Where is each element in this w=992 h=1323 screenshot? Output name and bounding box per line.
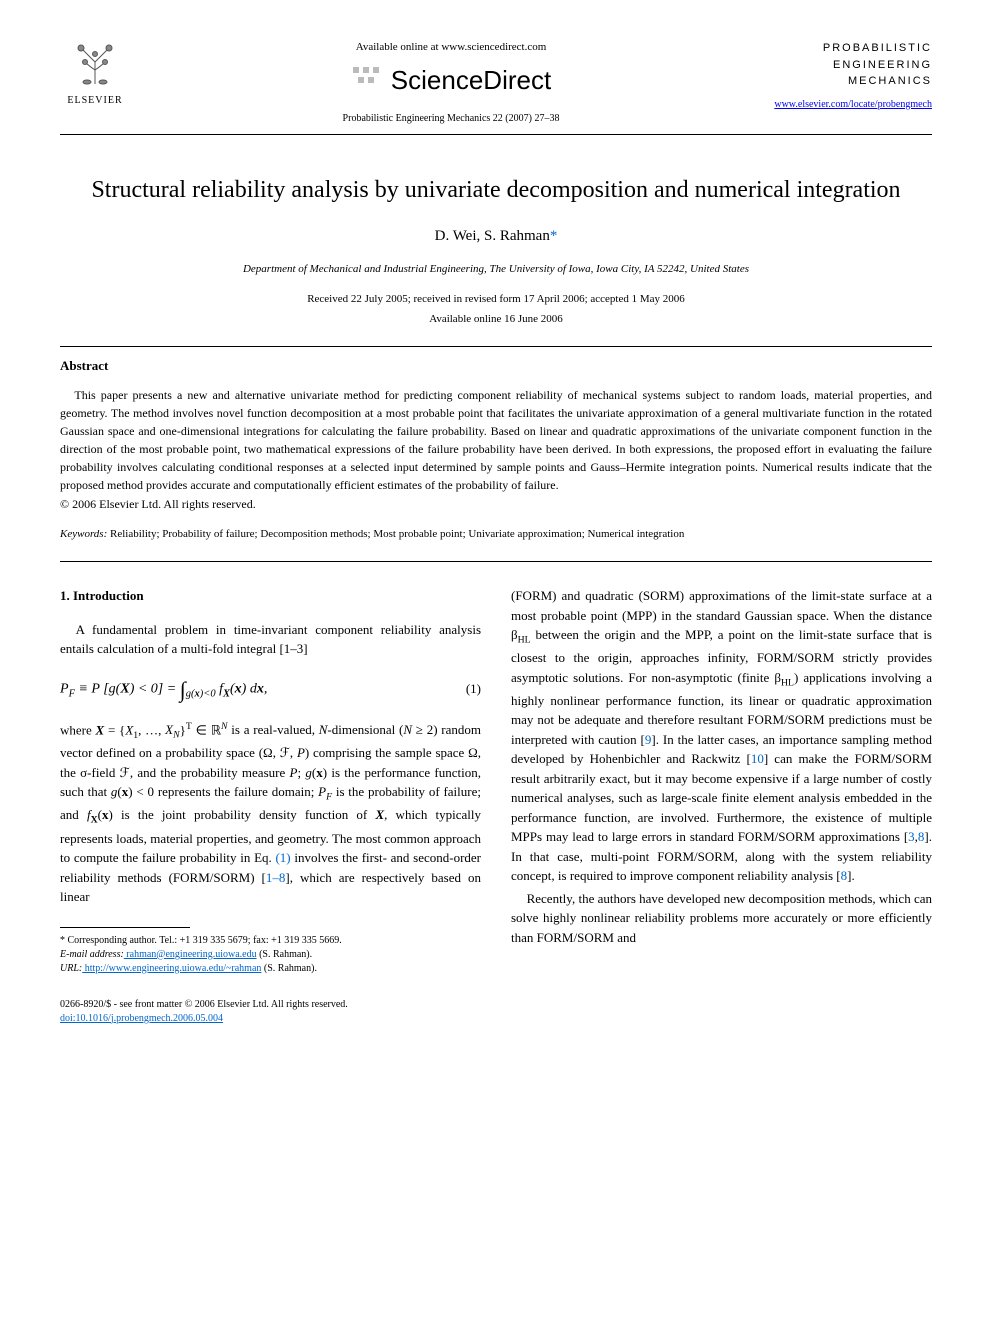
footnote-corresponding: * Corresponding author. Tel.: +1 319 335…: [60, 934, 481, 948]
body-columns: 1. Introduction A fundamental problem in…: [60, 586, 932, 975]
citation-link[interactable]: 8: [918, 829, 925, 844]
intro-paragraph: where X = {X1, …, XN}T ∈ ℝN is a real-va…: [60, 720, 481, 907]
footnote-email: E-mail address: rahman@engineering.uiowa…: [60, 948, 481, 962]
sciencedirect-brand: ScienceDirect: [130, 62, 772, 100]
article-online-date: Available online 16 June 2006: [60, 312, 932, 328]
affiliation: Department of Mechanical and Industrial …: [60, 262, 932, 278]
citation-link[interactable]: 9: [645, 732, 652, 747]
citation-link[interactable]: 10: [751, 751, 764, 766]
elsevier-tree-icon: [60, 40, 130, 92]
page-footer: 0266-8920/$ - see front matter © 2006 El…: [60, 998, 932, 1026]
journal-url-link[interactable]: www.elsevier.com/locate/probengmech: [772, 98, 932, 113]
email-link[interactable]: rahman@engineering.uiowa.edu: [124, 949, 257, 960]
article-title: Structural reliability analysis by univa…: [80, 175, 912, 206]
journal-name-line: ENGINEERING: [772, 57, 932, 74]
abstract-heading: Abstract: [60, 357, 932, 376]
journal-name-block: PROBABILISTIC ENGINEERING MECHANICS www.…: [772, 40, 932, 112]
author-names: D. Wei, S. Rahman: [435, 228, 550, 244]
equation-number: (1): [466, 679, 481, 699]
citation-link[interactable]: 8: [841, 868, 848, 883]
citation-link[interactable]: 1–8: [266, 870, 286, 885]
footnote-url: URL: http://www.engineering.uiowa.edu/~r…: [60, 962, 481, 976]
column-left: 1. Introduction A fundamental problem in…: [60, 586, 481, 975]
abstract-text: This paper presents a new and alternativ…: [60, 386, 932, 494]
keywords-label: Keywords:: [60, 528, 107, 540]
intro-paragraph: Recently, the authors have developed new…: [511, 889, 932, 948]
header-rule: [60, 134, 932, 135]
abstract-copyright: © 2006 Elsevier Ltd. All rights reserved…: [60, 496, 932, 513]
equation-ref-link[interactable]: (1): [275, 850, 290, 865]
sciencedirect-text: ScienceDirect: [391, 62, 551, 100]
journal-name-line: PROBABILISTIC: [772, 40, 932, 57]
page-header: ELSEVIER Available online at www.science…: [60, 40, 932, 126]
available-online-text: Available online at www.sciencedirect.co…: [130, 40, 772, 56]
footnote-separator: [60, 927, 190, 928]
footer-copyright: 0266-8920/$ - see front matter © 2006 El…: [60, 998, 932, 1012]
equation-1: PF ≡ P [g(X) < 0] = ∫g(x)<0 fX(x) dx, (1…: [60, 673, 481, 706]
journal-name-line: MECHANICS: [772, 73, 932, 90]
corresponding-author-marker[interactable]: *: [550, 228, 558, 244]
elsevier-name: ELSEVIER: [60, 94, 130, 109]
footnote-block: * Corresponding author. Tel.: +1 319 335…: [60, 934, 481, 976]
sciencedirect-icon: [351, 65, 381, 96]
keywords-text: Reliability; Probability of failure; Dec…: [107, 528, 684, 540]
authors: D. Wei, S. Rahman*: [60, 226, 932, 248]
column-right: (FORM) and quadratic (SORM) approximatio…: [511, 586, 932, 975]
abstract-rule-bottom: [60, 561, 932, 562]
elsevier-logo: ELSEVIER: [60, 40, 130, 109]
section-heading-intro: 1. Introduction: [60, 586, 481, 606]
intro-paragraph: A fundamental problem in time-invariant …: [60, 620, 481, 659]
article-dates: Received 22 July 2005; received in revis…: [60, 292, 932, 308]
author-url-link[interactable]: http://www.engineering.uiowa.edu/~rahman: [82, 963, 261, 974]
intro-paragraph: (FORM) and quadratic (SORM) approximatio…: [511, 586, 932, 886]
equation-body: PF ≡ P [g(X) < 0] = ∫g(x)<0 fX(x) dx,: [60, 673, 267, 706]
journal-reference: Probabilistic Engineering Mechanics 22 (…: [130, 112, 772, 127]
intro-text-cont: is a real-valued, N-dimensional (N ≥ 2) …: [60, 722, 481, 904]
keywords: Keywords: Reliability; Probability of fa…: [60, 527, 932, 543]
citation-link[interactable]: 3: [908, 829, 915, 844]
doi-link[interactable]: doi:10.1016/j.probengmech.2006.05.004: [60, 1013, 223, 1024]
abstract-rule-top: [60, 346, 932, 347]
center-header: Available online at www.sciencedirect.co…: [130, 40, 772, 126]
